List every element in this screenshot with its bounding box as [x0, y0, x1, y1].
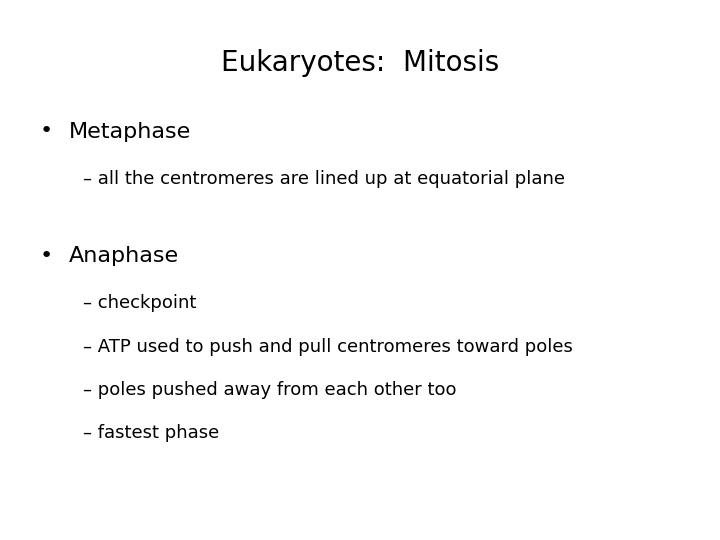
Text: – ATP used to push and pull centromeres toward poles: – ATP used to push and pull centromeres …: [83, 338, 572, 355]
Text: •: •: [40, 122, 53, 141]
Text: – checkpoint: – checkpoint: [83, 294, 196, 312]
Text: Eukaryotes:  Mitosis: Eukaryotes: Mitosis: [221, 49, 499, 77]
Text: – fastest phase: – fastest phase: [83, 424, 219, 442]
Text: Metaphase: Metaphase: [68, 122, 191, 141]
Text: Anaphase: Anaphase: [68, 246, 179, 266]
Text: •: •: [40, 246, 53, 266]
Text: – poles pushed away from each other too: – poles pushed away from each other too: [83, 381, 456, 399]
Text: – all the centromeres are lined up at equatorial plane: – all the centromeres are lined up at eq…: [83, 170, 564, 188]
